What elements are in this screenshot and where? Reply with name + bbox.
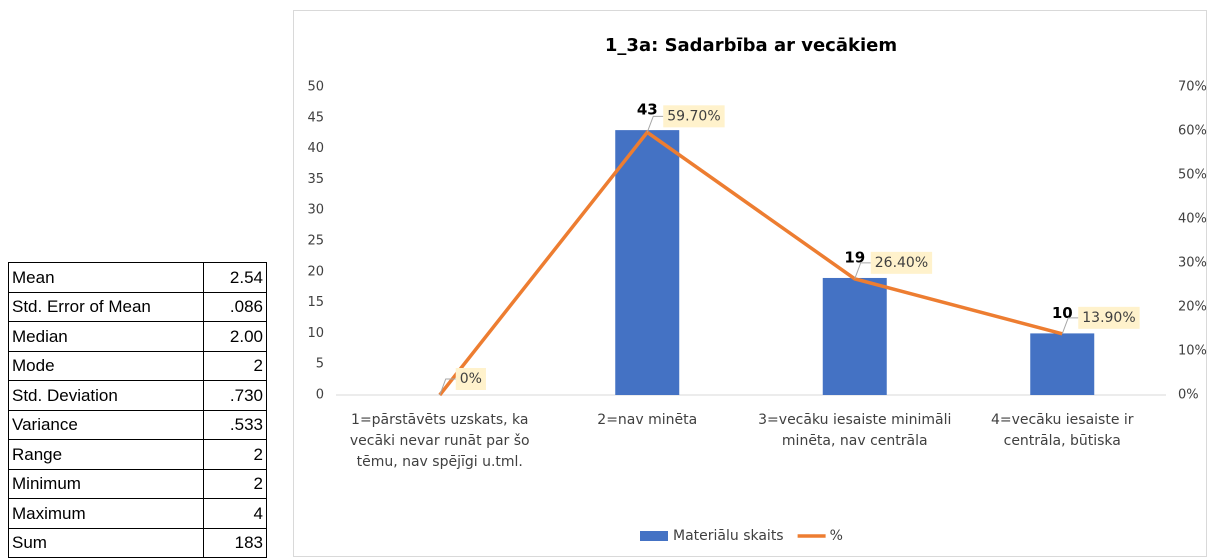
x-tick-label: 2=nav minēta — [597, 412, 698, 428]
value-label-bg — [663, 105, 725, 128]
y-tick-label: 25 — [307, 234, 324, 249]
label-leader — [439, 378, 456, 396]
y-tick-label: 45 — [307, 110, 324, 125]
stat-value: 2 — [203, 350, 267, 381]
stat-name: Mean — [8, 262, 204, 293]
stat-name: Std. Error of Mean — [8, 291, 204, 322]
y-tick-label: 0 — [316, 388, 324, 403]
y-tick-label: 30 — [307, 203, 324, 218]
table-row: Minimum 2 — [8, 468, 267, 499]
bar — [822, 277, 887, 395]
stat-name: Maximum — [8, 498, 204, 529]
table-row: Std. Error of Mean .086 — [8, 291, 267, 322]
bar-label: 43 — [637, 101, 658, 119]
stat-name: Std. Deviation — [8, 380, 204, 411]
bar — [1030, 333, 1095, 395]
label-leader — [646, 115, 664, 133]
y2-tick-label: 70% — [1178, 80, 1207, 95]
line-label: 13.90% — [1082, 310, 1135, 326]
y-tick-label: 40 — [307, 141, 324, 156]
bar-label: 10 — [1052, 304, 1073, 322]
table-row: Maximum 4 — [8, 498, 267, 529]
table-row: Variance .533 — [8, 409, 267, 440]
stat-name: Variance — [8, 409, 204, 440]
stat-value: 2.54 — [203, 262, 267, 293]
table-row: Range 2 — [8, 439, 267, 470]
y-tick-label: 20 — [307, 264, 324, 279]
legend-swatch — [640, 531, 668, 541]
label-leader — [1061, 317, 1079, 335]
y-tick-label: 5 — [316, 357, 324, 372]
y2-tick-label: 50% — [1178, 168, 1207, 183]
x-tick-label: 3=vecāku iesaiste minimāli minēta, nav c… — [758, 412, 952, 449]
stat-value: 2 — [203, 468, 267, 499]
y2-tick-label: 60% — [1178, 124, 1207, 139]
stat-value: .730 — [203, 380, 267, 411]
legend-label: Materiālu skaits — [673, 528, 784, 544]
stat-value: .086 — [203, 291, 267, 322]
y2-tick-label: 40% — [1178, 212, 1207, 227]
table-row: Median 2.00 — [8, 321, 267, 352]
stat-name: Range — [8, 439, 204, 470]
value-label-bg — [870, 251, 933, 274]
stat-name: Median — [8, 321, 204, 352]
y2-tick-label: 0% — [1178, 388, 1199, 403]
y2-tick-label: 20% — [1178, 300, 1207, 315]
table-row: Sum 183 — [8, 527, 267, 558]
x-tick-label: 4=vecāku iesaiste ir centrāla, būtiska — [990, 412, 1134, 449]
y-tick-label: 35 — [307, 172, 324, 187]
stat-value: 183 — [203, 527, 267, 558]
stat-name: Mode — [8, 350, 204, 381]
value-label-bg — [1078, 306, 1140, 329]
chart-title: 1_3a: Sadarbība ar vecākiem — [605, 35, 897, 56]
value-label-bg — [455, 368, 486, 390]
line-series — [438, 129, 1063, 397]
line-label: 59.70% — [667, 108, 720, 124]
stat-name: Sum — [8, 527, 204, 558]
table-row: Mode 2 — [8, 350, 267, 381]
stat-value: 4 — [203, 498, 267, 529]
stat-value: 2.00 — [203, 321, 267, 352]
x-tick-label: 1=pārstāvēts uzskats, ka vecāki nevar ru… — [349, 412, 530, 470]
line-label: 0% — [460, 371, 482, 387]
bar-label: 19 — [844, 248, 865, 266]
stat-name: Minimum — [8, 468, 204, 499]
chart: 1_3a: Sadarbība ar vecākiem 0 5 10 15 20 25 30… — [293, 10, 1207, 557]
label-leader — [854, 262, 871, 280]
y-tick-label: 10 — [307, 326, 324, 341]
legend-label: % — [830, 528, 843, 544]
stats-table: Mean 2.54 Std. Error of Mean .086 Median 2.00… — [8, 262, 267, 558]
table-row: Mean 2.54 — [8, 262, 267, 293]
chart-svg: 1_3a: Sadarbība ar vecākiem 0 5 10 15 20 25 30… — [307, 35, 1207, 544]
y2-tick-label: 30% — [1178, 256, 1207, 271]
y-tick-label: 50 — [307, 80, 324, 95]
line-label: 26.40% — [875, 255, 928, 271]
y2-tick-label: 10% — [1178, 344, 1207, 359]
bar — [615, 130, 680, 395]
y-tick-label: 15 — [307, 295, 324, 310]
table-row: Std. Deviation .730 — [8, 380, 267, 411]
stat-value: 2 — [203, 439, 267, 470]
stat-value: .533 — [203, 409, 267, 440]
